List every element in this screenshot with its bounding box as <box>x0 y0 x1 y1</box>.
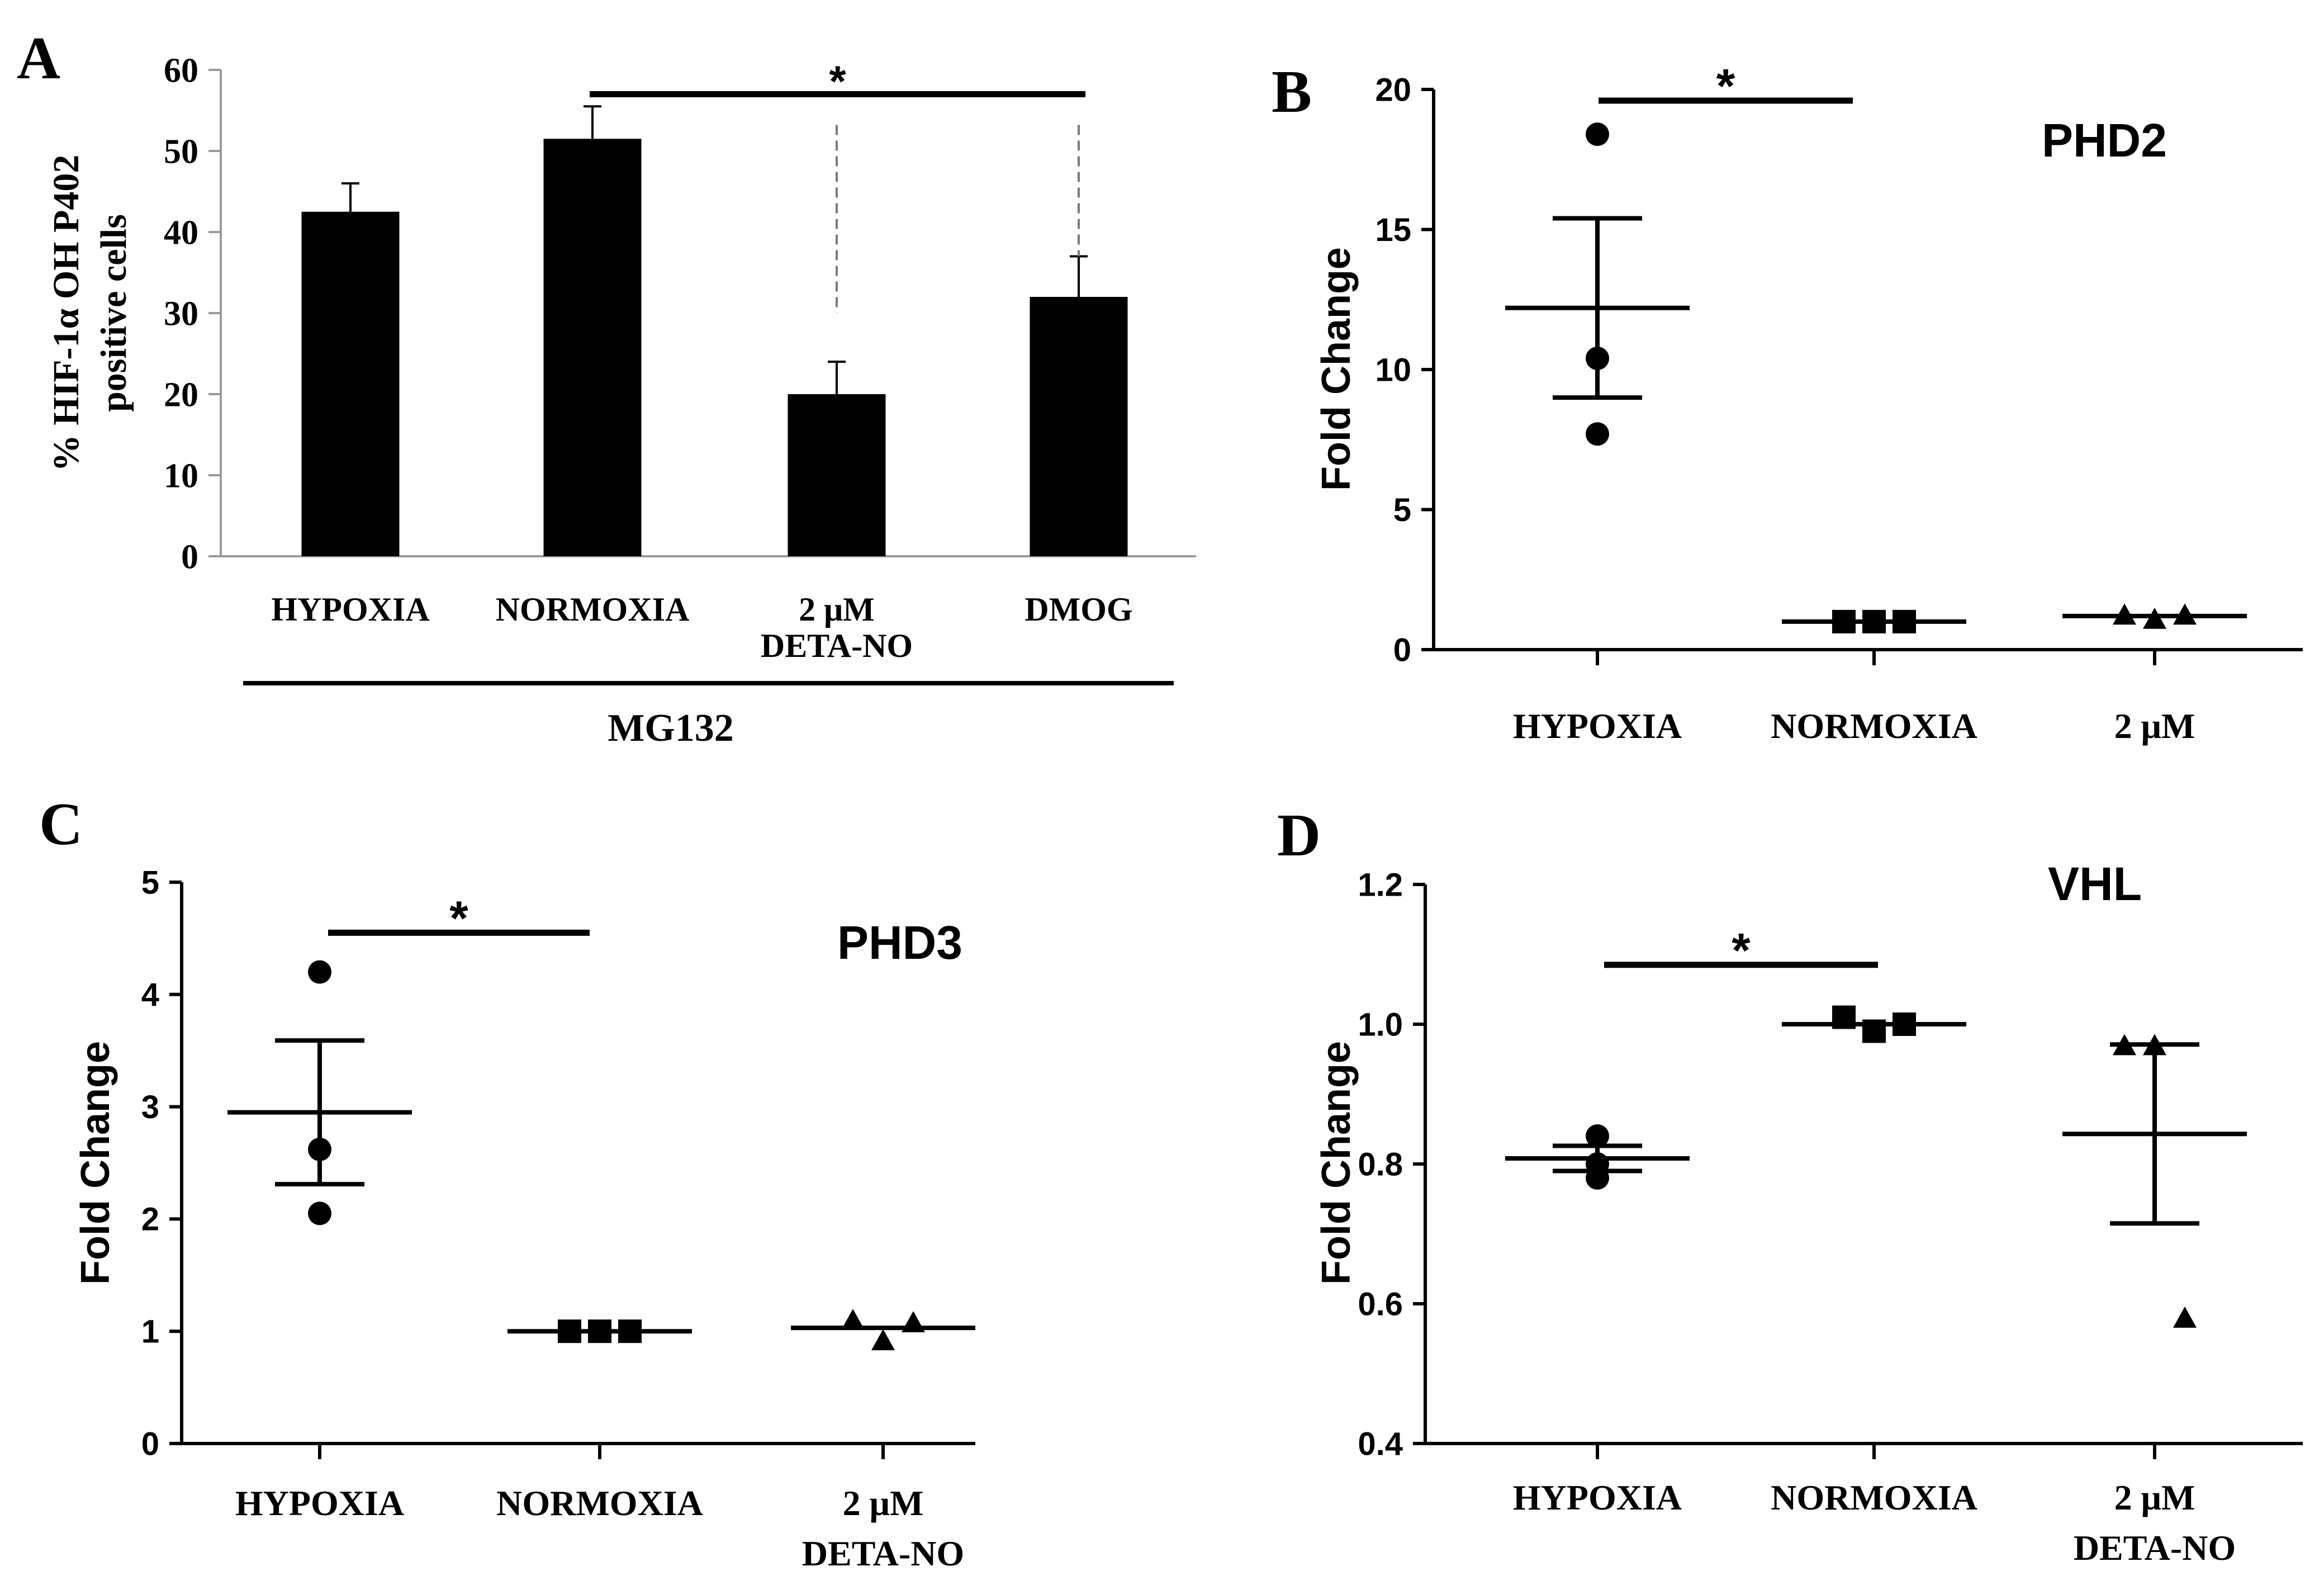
y-tick-label: 30 <box>164 295 198 333</box>
x-category-label: 2 μM <box>2114 1478 2195 1517</box>
panel-letter-a: A <box>17 25 60 92</box>
data-point-circle <box>1586 422 1609 446</box>
y-tick-label: 0 <box>181 538 198 576</box>
panel-a-bar-chart: 0 10 20 30 40 50 60 % HIF-1α OH P402 positive ce… <box>46 52 1196 750</box>
data-point-circle <box>1586 122 1609 146</box>
x-category-label: HYPOXIA <box>1513 1478 1682 1517</box>
y-tick-label: 4 <box>141 977 159 1013</box>
panel-title: PHD2 <box>2042 114 2167 167</box>
y-axis-label: Fold Change <box>73 1041 118 1285</box>
x-category-label: DETA-NO <box>761 627 913 664</box>
y-tick-label: 10 <box>1375 352 1411 388</box>
panel-letter-c: C <box>39 791 83 858</box>
bar <box>788 394 886 556</box>
panel-c-letter: C <box>39 791 83 858</box>
significance-star: * <box>449 892 468 945</box>
y-tick-label: 10 <box>164 457 198 495</box>
y-tick-label: 1.0 <box>1358 1006 1403 1043</box>
x-category-label: DMOG <box>1025 591 1132 628</box>
y-tick-label: 5 <box>141 864 159 901</box>
x-category-label: NORMOXIA <box>1771 1478 1977 1517</box>
y-tick-label: 0.8 <box>1358 1146 1403 1182</box>
y-tick-label: 20 <box>164 376 198 414</box>
y-tick-label: 20 <box>1375 72 1411 108</box>
bar <box>543 139 642 556</box>
x-category-label: NORMOXIA <box>1771 706 1977 746</box>
y-tick-label: 0 <box>1393 632 1411 668</box>
panel-b-phd2-scatter: 0 5 10 15 20 Fold Change HYPOXIA NORMOXIA 2 μM PH… <box>1314 60 2303 746</box>
significance-star: * <box>1716 60 1735 113</box>
panel-title: PHD3 <box>837 916 962 969</box>
data-point-circle <box>1586 1124 1609 1148</box>
panel-letter-b: B <box>1272 59 1312 125</box>
y-tick-label: 60 <box>164 52 198 90</box>
y-tick-label: 15 <box>1375 212 1411 248</box>
data-point-triangle <box>841 1309 865 1330</box>
bar <box>1030 297 1128 556</box>
x-category-label: HYPOXIA <box>271 591 429 628</box>
y-tick-label: 1.2 <box>1358 867 1403 903</box>
significance-star: * <box>829 56 846 106</box>
y-tick-label: 3 <box>141 1089 159 1125</box>
panel-title: VHL <box>2048 858 2142 910</box>
bar <box>301 211 400 556</box>
y-tick-label: 50 <box>164 133 198 171</box>
x-category-label: 2 μM <box>843 1483 924 1523</box>
x-category-label: NORMOXIA <box>496 1483 703 1523</box>
y-axis-label: Fold Change <box>1314 247 1359 491</box>
panel-b-letter: B <box>1272 59 1312 125</box>
y-tick-label: 0.4 <box>1358 1426 1403 1462</box>
y-tick-label: 5 <box>1393 492 1411 528</box>
data-point-circle <box>308 960 331 984</box>
y-tick-label: 0 <box>141 1426 159 1462</box>
panel-letter-d: D <box>1277 802 1321 869</box>
data-point-circle <box>308 1201 331 1225</box>
panel-c-phd3-scatter: 0 1 2 3 4 5 Fold Change HYPOXIA NORMOXIA 2 μM DETA… <box>73 864 975 1573</box>
y-axis-label: Fold Change <box>1314 1041 1359 1285</box>
y-tick-label: 40 <box>164 214 198 252</box>
x-category-label: DETA-NO <box>2074 1528 2236 1568</box>
y-axis-label: % HIF-1α OH P402 <box>46 155 87 472</box>
x-category-label: 2 μM <box>2114 706 2195 746</box>
y-axis-label: positive cells <box>93 214 134 412</box>
panel-a-letter: A <box>17 25 60 92</box>
significance-star: * <box>1732 924 1751 977</box>
x-category-label: NORMOXIA <box>496 591 690 628</box>
panel-d-vhl-scatter: 0.4 0.6 0.8 1.0 1.2 Fold Change HYPOXIA NORMOXI… <box>1314 858 2303 1568</box>
data-point-triangle <box>2173 1307 2197 1328</box>
x-category-label: HYPOXIA <box>235 1483 404 1523</box>
x-category-label: HYPOXIA <box>1513 706 1682 746</box>
x-category-label: 2 μM <box>799 591 875 628</box>
x-category-label: DETA-NO <box>802 1534 964 1573</box>
y-tick-label: 2 <box>141 1201 159 1238</box>
group-label: MG132 <box>608 707 734 750</box>
y-tick-label: 1 <box>141 1314 159 1350</box>
panel-d-letter: D <box>1277 802 1321 869</box>
data-point-triangle <box>871 1329 895 1351</box>
y-tick-label: 0.6 <box>1358 1286 1403 1322</box>
